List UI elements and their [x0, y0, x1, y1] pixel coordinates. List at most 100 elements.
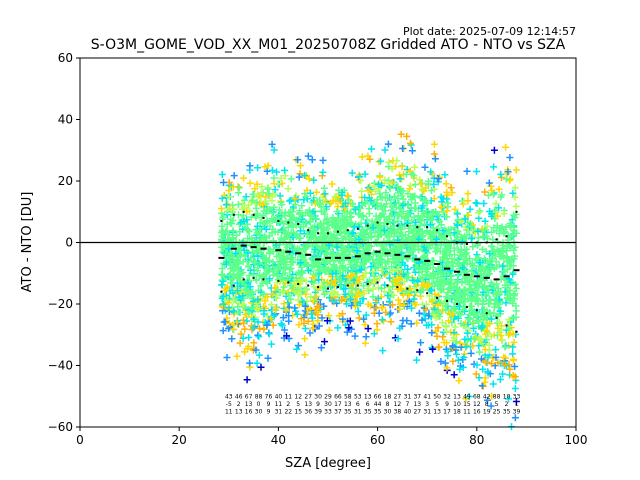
- scatter-point: [405, 297, 413, 305]
- scatter-point: [490, 248, 498, 256]
- scatter-point: [236, 243, 244, 251]
- series-point-mean-plus-std: [465, 243, 468, 245]
- series-point-mean-minus-std: [297, 283, 300, 285]
- series-point-mean-minus-std: [505, 324, 508, 327]
- scatter-point: [255, 351, 263, 359]
- scatter-point: [220, 249, 228, 257]
- scatter-point: [229, 183, 237, 191]
- scatter-point: [224, 299, 232, 307]
- scatter-point: [465, 393, 473, 400]
- scatter-point: [509, 189, 517, 197]
- scatter-point: [497, 253, 505, 261]
- scatter-point: [494, 359, 502, 367]
- scatter-point: [272, 294, 280, 302]
- scatter-point: [384, 292, 392, 299]
- scatter-point: [263, 218, 271, 226]
- scatter-point: [345, 324, 353, 332]
- scatter-point: [240, 174, 248, 182]
- scatter-point: [245, 201, 252, 209]
- scatter-point: [403, 132, 411, 140]
- scatter-point: [498, 223, 506, 231]
- scatter-point: [362, 311, 370, 319]
- scatter-point: [325, 221, 333, 228]
- scatter-point: [278, 321, 286, 329]
- scatter-point: [297, 234, 305, 242]
- scatter-point: [264, 205, 272, 213]
- scatter-point: [376, 190, 384, 197]
- scatter-point: [229, 217, 237, 224]
- scatter-point: [250, 324, 257, 332]
- series-point-mean-minus-std: [277, 279, 280, 282]
- scatter-point: [287, 212, 295, 220]
- scatter-point: [320, 290, 328, 298]
- scatter-point: [357, 177, 364, 185]
- scatter-point: [296, 162, 304, 170]
- scatter-point: [468, 260, 476, 267]
- scatter-point: [452, 305, 459, 313]
- scatter-point: [404, 265, 412, 273]
- scatter-point: [474, 227, 482, 235]
- bin-annotation: 5: [296, 401, 300, 408]
- scatter-point: [510, 338, 518, 346]
- scatter-point: [224, 273, 232, 281]
- scatter-point: [436, 173, 444, 181]
- scatter-point: [417, 339, 425, 347]
- scatter-point: [469, 243, 477, 251]
- scatter-point: [500, 210, 508, 218]
- series-point-mean-plus-std: [456, 241, 458, 244]
- scatter-point: [509, 350, 517, 358]
- bottom-annotations: 43 46 67 88 76 40 11 12 27 30 29 66 58 53 13 66 18 27 31 37…: [225, 393, 521, 415]
- series-point-mean-plus-std: [336, 230, 339, 233]
- scatter-point: [361, 170, 369, 178]
- scatter-point: [379, 246, 387, 254]
- scatter-point: [377, 193, 385, 201]
- scatter-point: [262, 193, 270, 201]
- scatter-point: [334, 215, 342, 223]
- scatter-point: [253, 305, 261, 312]
- scatter-point: [322, 249, 330, 257]
- scatter-point: [453, 350, 461, 358]
- scatter-point: [330, 264, 338, 272]
- bin-annotation: 13: [304, 401, 312, 408]
- scatter-point: [323, 215, 331, 223]
- scatter-point: [393, 157, 401, 165]
- scatter-point: [302, 193, 310, 201]
- series-point-mean-minus-std: [317, 286, 320, 289]
- scatter-point: [387, 247, 395, 255]
- scatter-point: [421, 315, 429, 323]
- scatter-point: [218, 271, 226, 279]
- scatter-point: [426, 221, 434, 229]
- scatter-point: [317, 344, 325, 352]
- scatter-point: [343, 300, 351, 308]
- scatter-point: [287, 295, 295, 303]
- scatter-point: [387, 318, 395, 326]
- scatter-point: [229, 227, 237, 235]
- scatter-point: [289, 208, 296, 216]
- scatter-point: [277, 174, 285, 182]
- scatter-point: [234, 287, 242, 295]
- scatter-point: [481, 255, 489, 263]
- series-point-mean-plus-std: [346, 229, 349, 232]
- scatter-point: [410, 172, 418, 180]
- scatter-point: [359, 259, 367, 267]
- scatter-point: [443, 339, 451, 347]
- series-point-mean-minus-std: [232, 284, 235, 287]
- x-tick-label: 40: [271, 433, 286, 447]
- scatter-point: [472, 199, 480, 207]
- scatter-point: [468, 233, 476, 241]
- scatter-point: [511, 363, 519, 370]
- scatter-point: [236, 339, 244, 347]
- scatter-point: [294, 196, 302, 204]
- bin-annotation: 29: [324, 393, 332, 400]
- scatter-point: [361, 321, 369, 329]
- series-point-mean-plus-std: [356, 227, 359, 230]
- bin-annotation: 44: [374, 401, 382, 408]
- scatter-point: [263, 321, 271, 329]
- scatter-point: [481, 338, 489, 346]
- scatter-point: [466, 277, 474, 285]
- scatter-point: [452, 338, 460, 346]
- scatter-point: [391, 277, 399, 285]
- scatter-point: [349, 242, 357, 250]
- scatter-point: [375, 180, 382, 188]
- scatter-point: [451, 299, 459, 307]
